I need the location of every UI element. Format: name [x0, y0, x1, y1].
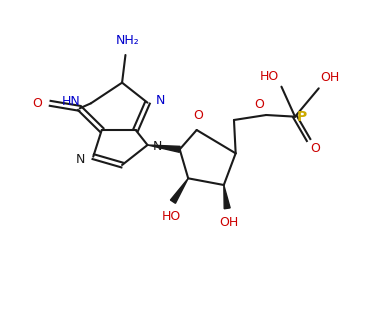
Text: NH₂: NH₂	[116, 34, 140, 47]
Text: OH: OH	[220, 216, 239, 229]
Text: N: N	[153, 140, 162, 153]
Text: HO: HO	[260, 70, 279, 83]
Text: OH: OH	[321, 71, 340, 84]
Polygon shape	[147, 145, 180, 152]
Text: P: P	[297, 110, 307, 124]
Text: HO: HO	[161, 210, 181, 223]
Polygon shape	[170, 178, 188, 203]
Text: O: O	[311, 142, 320, 155]
Text: O: O	[32, 97, 42, 110]
Polygon shape	[224, 185, 230, 209]
Text: N: N	[156, 94, 165, 107]
Text: HN: HN	[62, 95, 81, 108]
Text: O: O	[194, 109, 204, 122]
Text: O: O	[254, 98, 264, 111]
Text: N: N	[76, 153, 85, 166]
